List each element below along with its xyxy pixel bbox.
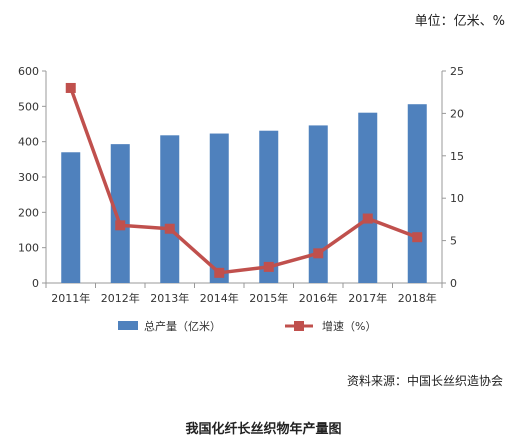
tick-labels: 0 100 200 300 400 500 600 0 5 10 15 20 25 2011年 2012年 2… [18,65,464,305]
x-tick-label: 2011年 [51,291,90,305]
y-right-tick-label: 5 [450,235,457,248]
bar [407,104,427,283]
legend-swatch-bar [118,321,138,330]
legend: 总产量（亿米） 增速（%） [118,319,376,333]
bar [61,152,81,283]
line-point [65,82,76,93]
x-tick-label: 2016年 [299,291,338,305]
figure-caption: 我国化纤长丝织物年产量图 [185,422,342,437]
x-tick-label: 2015年 [249,291,288,305]
y-right-tick-label: 20 [450,107,464,120]
bar [358,112,378,284]
bar [209,133,229,283]
y-left-tick-label: 100 [18,242,39,255]
x-tick-label: 2013年 [150,291,189,305]
x-tick-label: 2014年 [200,291,239,305]
x-tick-label: 2017年 [348,291,387,305]
y-left-tick-label: 600 [18,65,39,78]
y-right-tick-label: 10 [450,192,464,205]
y-left-tick-label: 300 [18,171,39,184]
line-point [412,232,423,243]
bar [160,135,180,283]
bar [110,144,130,283]
legend-swatch-marker [294,321,304,331]
growth-line [69,87,418,275]
unit-label: 单位：亿米、% [414,14,505,29]
line-series [65,82,423,278]
legend-label: 总产量（亿米） [144,319,221,333]
bar [259,130,279,283]
line-point [164,223,175,234]
source-note: 资料来源：中国长丝织造协会 [346,374,503,388]
line-point [362,213,373,224]
line-point [313,248,324,259]
bar [308,125,328,283]
y-left-tick-label: 0 [32,277,39,290]
line-point [214,267,225,278]
y-left-tick-label: 200 [18,206,39,219]
bar-series [61,104,427,284]
y-left-tick-label: 400 [18,136,39,149]
y-right-tick-label: 0 [450,277,457,290]
line-point [263,261,274,272]
x-tick-label: 2012年 [101,291,140,305]
x-tick-label: 2018年 [398,291,437,305]
legend-label: 增速（%） [322,319,376,333]
y-right-tick-label: 25 [450,65,464,78]
line-point [115,220,126,231]
y-right-tick-label: 15 [450,150,464,163]
y-left-tick-label: 500 [18,100,39,113]
